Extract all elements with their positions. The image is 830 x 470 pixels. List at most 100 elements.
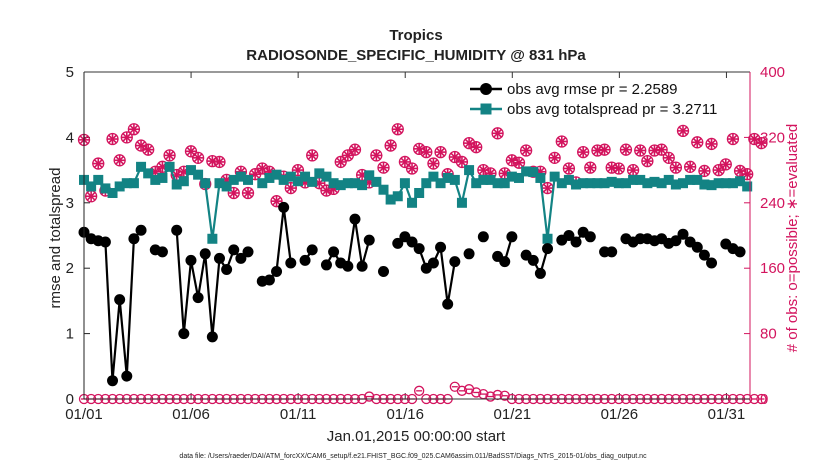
obs-evaluated-point — [186, 146, 196, 156]
data-point — [171, 179, 182, 190]
obs-evaluated-point — [386, 141, 396, 151]
data-point — [192, 292, 204, 304]
data-point — [99, 236, 111, 248]
obs-evaluated-point — [229, 188, 239, 198]
data-point — [221, 264, 233, 276]
obs-evaluated-point — [635, 146, 645, 155]
obs-evaluated-point — [350, 145, 360, 155]
data-point — [670, 179, 681, 190]
obs-evaluated-point — [657, 145, 667, 155]
data-point — [228, 244, 240, 256]
x-tick-label: 01/11 — [280, 406, 316, 423]
legend-spread-marker — [480, 103, 492, 115]
x-axis-label: Jan.01,2015 00:00:00 start — [327, 428, 506, 445]
data-point — [421, 178, 432, 189]
x-tick-label: 01/31 — [708, 406, 746, 423]
data-point — [663, 174, 674, 185]
x-tick-label: 01/06 — [172, 406, 210, 423]
data-point — [584, 231, 596, 243]
obs-evaluated-point — [207, 156, 217, 166]
data-point — [299, 254, 311, 266]
obs-evaluated-point — [307, 150, 317, 160]
obs-evaluated-point — [336, 157, 346, 167]
data-point — [257, 178, 268, 189]
x-axis-ticks: 01/01 01/06 01/11 01/16 01/21 01/26 01/31 — [65, 72, 745, 423]
obs-evaluated-point — [714, 165, 724, 175]
obs-evaluated-point — [136, 141, 146, 151]
data-point — [264, 172, 275, 183]
data-point — [471, 178, 482, 189]
data-point — [435, 241, 447, 253]
obs-evaluated-point — [428, 159, 438, 169]
obs-evaluated-point — [471, 142, 481, 152]
data-point — [178, 328, 190, 340]
obs-evaluated-point — [464, 138, 474, 148]
obs-evaluated-point — [436, 147, 446, 157]
obs-evaluated-point — [93, 159, 103, 169]
data-point — [670, 235, 682, 247]
obs-evaluated-point — [707, 139, 716, 149]
data-point — [742, 181, 753, 192]
obs-evaluated-point — [628, 165, 638, 175]
data-point — [207, 233, 218, 244]
obs-evaluated-point — [414, 144, 424, 154]
obs-evaluated-point — [650, 146, 659, 155]
data-point — [214, 178, 225, 189]
data-point — [199, 248, 211, 260]
data-point — [157, 172, 168, 183]
data-point — [435, 178, 446, 189]
data-point — [571, 179, 582, 190]
data-point — [606, 176, 617, 187]
x-tick-label: 01/26 — [601, 406, 639, 423]
data-point — [620, 178, 631, 189]
data-point — [464, 165, 475, 176]
obs-evaluated-point — [514, 158, 524, 168]
obs-evaluated-point — [664, 153, 674, 163]
data-point — [578, 178, 589, 189]
data-point — [521, 166, 532, 177]
data-point — [371, 176, 382, 187]
data-point — [178, 176, 189, 187]
x-tick-label: 01/16 — [386, 406, 424, 423]
data-point — [513, 172, 524, 183]
obs-evaluated-point — [557, 137, 567, 146]
obs-evaluated-point — [699, 166, 709, 176]
data-point — [136, 161, 147, 172]
data-point — [414, 187, 425, 198]
data-point — [599, 178, 610, 189]
data-point — [143, 168, 154, 179]
data-point — [585, 178, 596, 189]
obs-evaluated-point — [642, 156, 652, 166]
data-point — [128, 233, 140, 245]
data-point — [698, 249, 710, 261]
data-point — [392, 237, 404, 249]
data-point — [478, 174, 489, 185]
obs-evaluated-point — [379, 163, 388, 173]
legend-rmse-label: obs avg rmse pr = 2.2589 — [507, 81, 678, 98]
obs-evaluated-point — [507, 155, 517, 165]
data-point — [292, 176, 303, 187]
data-point — [535, 172, 546, 183]
data-point — [563, 174, 574, 185]
data-point — [107, 187, 118, 198]
obs-evaluated-point — [543, 183, 552, 193]
data-point — [528, 167, 539, 178]
obs-evaluated-point — [143, 145, 153, 155]
data-point — [356, 260, 368, 272]
y-left-tick-label: 3 — [66, 195, 74, 212]
obs-evaluated-point — [400, 157, 410, 167]
obs-evaluated-point — [692, 137, 702, 147]
data-point — [242, 246, 254, 258]
data-point — [200, 178, 211, 189]
data-point — [263, 274, 275, 286]
data-point — [556, 178, 567, 189]
data-point — [314, 168, 325, 179]
legend: obs avg rmse pr = 2.2589 obs avg totalsp… — [470, 81, 717, 118]
obs-evaluated-point — [115, 155, 125, 165]
obs-evaluated-point — [678, 126, 688, 136]
obs-evaluated-point — [129, 124, 139, 134]
data-point — [364, 170, 375, 181]
obs-evaluated-point — [585, 163, 595, 173]
data-point — [656, 178, 667, 189]
obs-evaluated-point — [493, 128, 503, 138]
